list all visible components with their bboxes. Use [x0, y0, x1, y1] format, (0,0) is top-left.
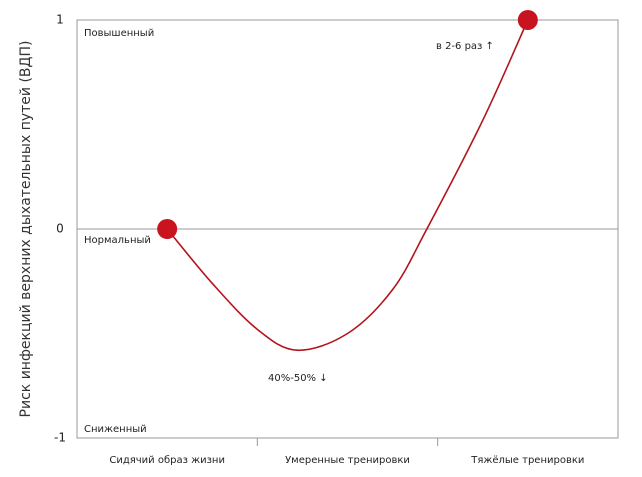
level-label: Нормальный — [84, 235, 151, 246]
level-label: Повышенный — [84, 28, 154, 39]
point — [517, 10, 538, 30]
y-axis-label: Риск инфекций верхних дыхательных путей … — [18, 41, 34, 418]
annotation: в 2-6 раз ↑ — [436, 41, 494, 52]
x-tick-label: Сидячий образ жизни — [109, 455, 225, 466]
curve — [166, 19, 529, 352]
x-tick-label: Умеренные тренировки — [285, 455, 410, 466]
y-tick-label: -1 — [54, 431, 66, 445]
annotation: 40%-50% ↓ — [268, 373, 328, 384]
level-label: Сниженный — [84, 424, 147, 435]
y-tick-label: 0 — [56, 222, 64, 236]
point — [157, 219, 178, 239]
x-tick-label: Тяжёлые тренировки — [470, 455, 584, 466]
y-tick-label: 1 — [56, 13, 64, 27]
